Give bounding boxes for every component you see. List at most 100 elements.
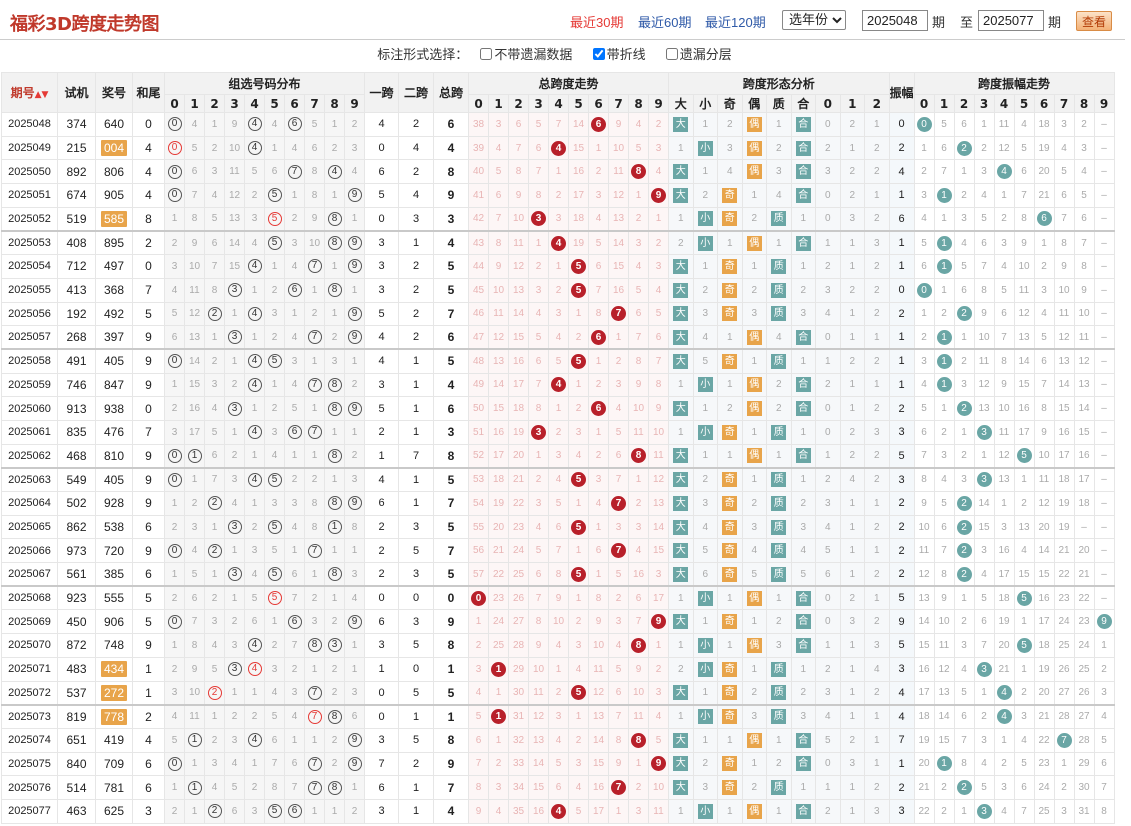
one-span-cell: 6 [364,609,399,635]
option-no-miss[interactable]: 不带遗漏数据 [480,44,580,63]
form-cell: 大 [668,680,694,706]
draw-number: 555 [103,591,125,606]
dist-cell: 1 [224,585,245,611]
dist-cell: 3 [204,609,225,635]
amp-cell: 0 [888,112,915,137]
span-miss: 8 [595,592,602,604]
form-mark: 小 [697,424,713,440]
amp-trend-cell: 6 [1013,159,1035,185]
form-mark: 偶 [746,116,762,132]
amp-miss: 18 [918,711,930,723]
form-cell: 奇 [717,491,743,516]
amp-trend-cell: 2 [1013,680,1035,706]
form-mark: 奇 [722,756,738,772]
query-button[interactable]: 查看 [1076,11,1112,31]
dist-digit-7: 7 [304,94,325,113]
dist-hit-ball: 1 [187,733,202,748]
dist-cell: 3 [204,751,225,777]
dist-miss: 2 [331,758,338,770]
amp-miss: 11 [1018,284,1030,296]
form-cell: 大 [668,348,694,374]
span-trend-cell: 3 [628,514,649,540]
span-miss: 3 [655,142,662,154]
dist-hit-ball: 4 [247,662,262,677]
form-cell: 奇 [717,609,743,635]
dist-miss: 2 [271,639,278,651]
dist-cell: 3 [264,419,285,445]
amp-cell: 2 [888,514,915,540]
form-cell: 偶 [741,443,767,469]
form-miss: 5 [702,355,709,367]
link-recent-30[interactable]: 最近30期 [570,15,624,30]
dist-cell: 10 [224,135,245,161]
dist-hit-ball: 5 [267,567,282,582]
to-issue-input[interactable] [978,10,1044,31]
span-miss: 13 [492,355,505,367]
dist-cell: 3 [244,538,265,564]
two-span-cell: 1 [398,798,434,824]
span-miss: 15 [652,545,665,557]
two-span-cell: 1 [398,491,434,516]
dist-cell: 2 [204,135,225,161]
amp-trend-cell: 16 [913,656,935,682]
draw-number: 847 [103,377,125,392]
col-issue[interactable]: 期号▲▼ [1,72,58,113]
form-cell: 3 [815,680,841,706]
dist-cell: 5 [264,206,285,232]
dist-cell: 4 [284,254,305,279]
option-no-miss-checkbox[interactable] [480,47,493,60]
span-ball: 6 [591,329,606,345]
form-cell: 小 [692,229,718,256]
dist-cell: 2 [324,751,345,777]
span-trend-cell: 15 [608,254,629,279]
span-trend-cell: 20 [508,443,529,469]
form-mark: 合 [795,116,811,132]
dist-miss: 1 [331,545,338,557]
link-recent-60[interactable]: 最近60期 [638,15,692,30]
span-digit-3: 3 [528,94,549,113]
issue-cell: 2025075 [1,751,58,777]
dist-cell: 9 [344,301,365,327]
option-line-checkbox[interactable] [592,47,605,60]
dist-miss: 6 [271,734,278,746]
span-trend-cell: 4 [608,396,629,421]
link-recent-120[interactable]: 最近120期 [705,15,766,30]
form-cell: 3 [839,206,865,232]
form-miss: 2 [702,758,709,770]
amp-trend-cell: 5 [1013,751,1035,777]
span-miss: 16 [532,805,545,817]
form-miss: 2 [824,260,831,272]
form-mark: 大 [673,329,689,345]
dist-cell: 3 [284,348,305,374]
sort-icon[interactable]: ▲▼ [34,90,49,100]
from-issue-input[interactable] [862,10,928,31]
form-miss: 1 [873,331,880,343]
amp-trend-cell: 17 [913,680,935,706]
amp-trend-cell: 7 [933,538,955,564]
amp-ball: 4 [996,709,1012,725]
option-layer-checkbox[interactable] [665,47,678,60]
form-cell: 1 [741,609,767,635]
form-mark: 合 [795,756,811,772]
form-cell: 2 [864,135,890,161]
amp-miss: 10 [918,521,930,533]
dist-hit-ball: 0 [167,141,182,156]
span-miss: 13 [612,213,625,225]
dist-miss: 3 [171,426,178,438]
draw-cell: 810 [95,443,133,469]
span-miss: 2 [555,189,562,201]
amp-miss: 20 [1038,521,1050,533]
form-cell: 3 [864,798,890,824]
form-cell: 3 [815,159,841,185]
span-trend-cell: 10 [628,396,649,421]
year-select[interactable]: 选年份 [782,10,846,30]
amp-miss: 3 [921,355,927,367]
amp-miss: 29 [1078,758,1090,770]
option-layer[interactable]: 遗漏分层 [665,44,740,63]
dist-cell: 4 [264,680,285,706]
dist-cell: 4 [164,703,185,729]
option-line[interactable]: 带折线 [592,44,654,63]
dist-cell: 1 [164,206,185,232]
dist-miss: 1 [331,474,338,486]
span-trend-cell: 1 [468,609,489,635]
